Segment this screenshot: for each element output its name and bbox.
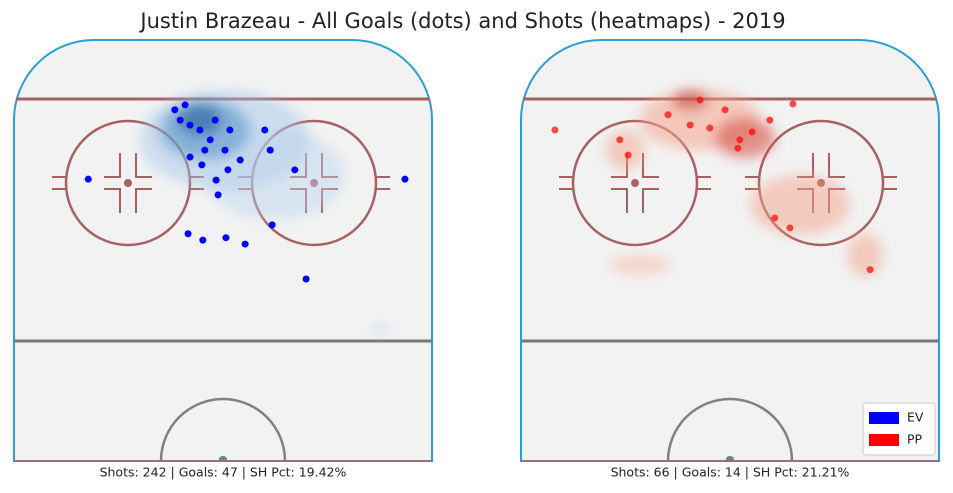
goal-dot: [206, 136, 214, 144]
goal-dot: [184, 230, 192, 238]
heat-blob: [610, 255, 670, 275]
faceoff-circle: [757, 119, 885, 247]
goal-dot: [186, 153, 194, 161]
goal-dot: [721, 106, 729, 114]
goal-dot: [84, 175, 92, 183]
goal-dot: [401, 175, 409, 183]
legend-swatch: [869, 412, 899, 424]
goal-dot: [706, 124, 714, 132]
legend-label: EV: [907, 410, 924, 425]
goal-dot: [176, 116, 184, 124]
center-circle: [666, 397, 794, 462]
chart-title: Justin Brazeau - All Goals (dots) and Sh…: [138, 9, 785, 33]
heatmap-pp: [605, 90, 883, 277]
goal-dot: [268, 221, 276, 229]
heat-blob: [672, 90, 708, 110]
hash-mark: [104, 188, 121, 213]
goal-dot: [748, 128, 756, 136]
goal-dot: [214, 191, 222, 199]
legend-swatch: [869, 434, 899, 446]
goal-dot: [181, 101, 189, 109]
goal-dot: [766, 116, 774, 124]
goal-dot: [624, 151, 632, 159]
caption: Shots: 66 | Goals: 14 | SH Pct: 21.21%: [611, 465, 850, 480]
legend-label: PP: [907, 432, 923, 447]
goal-dot: [736, 136, 744, 144]
goal-dot: [196, 126, 204, 134]
hash-mark: [828, 153, 845, 178]
goal-dot: [241, 240, 249, 248]
goal-dot: [261, 126, 269, 134]
goal-dot: [212, 176, 220, 184]
goal-dot: [771, 214, 779, 222]
hash-mark: [104, 153, 121, 178]
heat-blob: [715, 118, 775, 158]
faceoff-circle: [571, 119, 699, 247]
hash-mark: [642, 153, 659, 178]
goal-dot: [291, 166, 299, 174]
legend-box: [862, 402, 936, 456]
goal-dot: [199, 236, 207, 244]
goal-dot: [302, 275, 310, 283]
hash-mark: [642, 188, 659, 213]
hash-mark: [135, 188, 152, 213]
goal-dot: [686, 121, 694, 129]
caption: Shots: 242 | Goals: 47 | SH Pct: 19.42%: [100, 465, 347, 480]
hash-mark: [135, 153, 152, 178]
goal-dot: [866, 266, 874, 274]
goal-dot: [224, 166, 232, 174]
goal-dot: [198, 161, 206, 169]
goal-dot: [551, 126, 559, 134]
goal-dot: [664, 111, 672, 119]
faceoff-dot: [124, 179, 132, 187]
heat-blob: [372, 325, 388, 335]
heat-blob: [605, 130, 645, 170]
goal-dot: [786, 224, 794, 232]
heat-blob: [847, 233, 883, 277]
goal-dot: [789, 100, 797, 108]
goal-dot: [201, 146, 209, 154]
heat-blob: [750, 175, 850, 235]
goal-dot: [222, 234, 230, 242]
goal-dot: [696, 96, 704, 104]
heat-blob: [205, 130, 345, 220]
heatmap-ev: [140, 90, 388, 335]
goal-dot: [221, 146, 229, 154]
center-circle: [159, 397, 287, 462]
goal-dot: [171, 106, 179, 114]
hash-mark: [611, 188, 628, 213]
faceoff-dot: [631, 179, 639, 187]
goal-dot: [266, 146, 274, 154]
goal-dot: [236, 156, 244, 164]
goal-dot: [734, 144, 742, 152]
goal-dot: [211, 116, 219, 124]
goal-dot: [186, 121, 194, 129]
goal-dot: [226, 126, 234, 134]
goal-dot: [616, 136, 624, 144]
